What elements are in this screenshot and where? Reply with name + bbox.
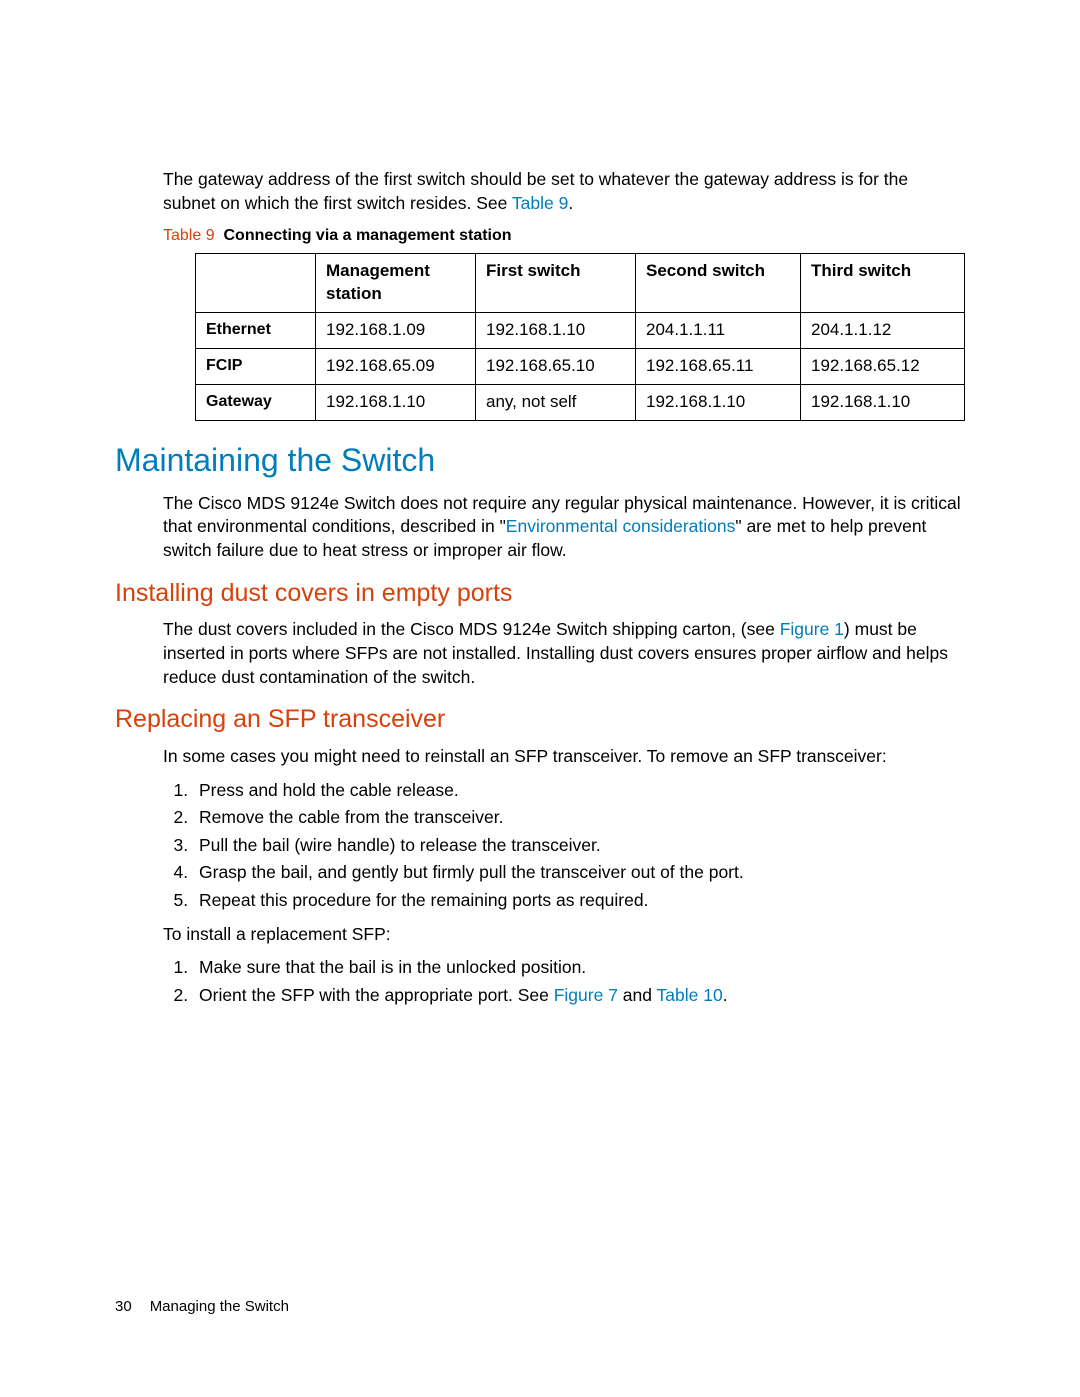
table-row: FCIP 192.168.65.09 192.168.65.10 192.168…: [196, 348, 965, 384]
table-header: Management station: [316, 253, 476, 312]
sfp-intro: In some cases you might need to reinstal…: [163, 745, 965, 769]
sfp-install-list: Make sure that the bail is in the unlock…: [163, 956, 965, 1007]
table-caption: Table 9 Connecting via a management stat…: [163, 225, 965, 247]
table-cell: 192.168.1.09: [316, 312, 476, 348]
intro-paragraph: The gateway address of the first switch …: [163, 168, 965, 215]
list-item: Repeat this procedure for the remaining …: [193, 889, 965, 913]
table-cell: 192.168.65.12: [801, 348, 965, 384]
list-item: Press and hold the cable release.: [193, 779, 965, 803]
table-row: Gateway 192.168.1.10 any, not self 192.1…: [196, 384, 965, 420]
heading-dust-covers: Installing dust covers in empty ports: [115, 577, 965, 611]
sfp-remove-list: Press and hold the cable release. Remove…: [163, 779, 965, 913]
row-label: FCIP: [196, 348, 316, 384]
table-row: Ethernet 192.168.1.09 192.168.1.10 204.1…: [196, 312, 965, 348]
list-item: Orient the SFP with the appropriate port…: [193, 984, 965, 1008]
intro-text-after: .: [568, 193, 573, 213]
table10-link[interactable]: Table 10: [657, 985, 723, 1005]
table-cell: 192.168.65.09: [316, 348, 476, 384]
table-caption-title: Connecting via a management station: [223, 227, 511, 244]
page-number: 30: [115, 1298, 132, 1315]
table-header: Second switch: [636, 253, 801, 312]
step2-mid: and: [618, 985, 657, 1005]
list-item: Remove the cable from the transceiver.: [193, 806, 965, 830]
table-cell: 204.1.1.12: [801, 312, 965, 348]
env-considerations-link[interactable]: Environmental considerations: [506, 516, 736, 536]
list-item: Pull the bail (wire handle) to release t…: [193, 834, 965, 858]
table-cell: 192.168.1.10: [801, 384, 965, 420]
sfp-install-intro: To install a replacement SFP:: [163, 923, 965, 947]
dust-text-before: The dust covers included in the Cisco MD…: [163, 619, 780, 639]
table-cell: 204.1.1.11: [636, 312, 801, 348]
connection-table: Management station First switch Second s…: [195, 253, 965, 421]
table-header: [196, 253, 316, 312]
table-caption-label: Table 9: [163, 227, 215, 244]
row-label: Gateway: [196, 384, 316, 420]
figure1-link[interactable]: Figure 1: [780, 619, 844, 639]
step2-before: Orient the SFP with the appropriate port…: [199, 985, 554, 1005]
table-cell: any, not self: [476, 384, 636, 420]
table-cell: 192.168.65.10: [476, 348, 636, 384]
step2-after: .: [723, 985, 728, 1005]
page-footer: 30 Managing the Switch: [115, 1297, 289, 1317]
footer-title: Managing the Switch: [150, 1298, 289, 1315]
heading-maintaining: Maintaining the Switch: [115, 439, 965, 482]
table-cell: 192.168.1.10: [316, 384, 476, 420]
table-cell: 192.168.1.10: [636, 384, 801, 420]
table-cell: 192.168.1.10: [476, 312, 636, 348]
table-header: Third switch: [801, 253, 965, 312]
dust-paragraph: The dust covers included in the Cisco MD…: [163, 618, 965, 689]
table-cell: 192.168.65.11: [636, 348, 801, 384]
row-label: Ethernet: [196, 312, 316, 348]
table9-link[interactable]: Table 9: [512, 193, 568, 213]
heading-sfp: Replacing an SFP transceiver: [115, 703, 965, 737]
table-header: First switch: [476, 253, 636, 312]
table-header-row: Management station First switch Second s…: [196, 253, 965, 312]
maintaining-paragraph: The Cisco MDS 9124e Switch does not requ…: [163, 492, 965, 563]
figure7-link[interactable]: Figure 7: [554, 985, 618, 1005]
list-item: Make sure that the bail is in the unlock…: [193, 956, 965, 980]
list-item: Grasp the bail, and gently but firmly pu…: [193, 861, 965, 885]
